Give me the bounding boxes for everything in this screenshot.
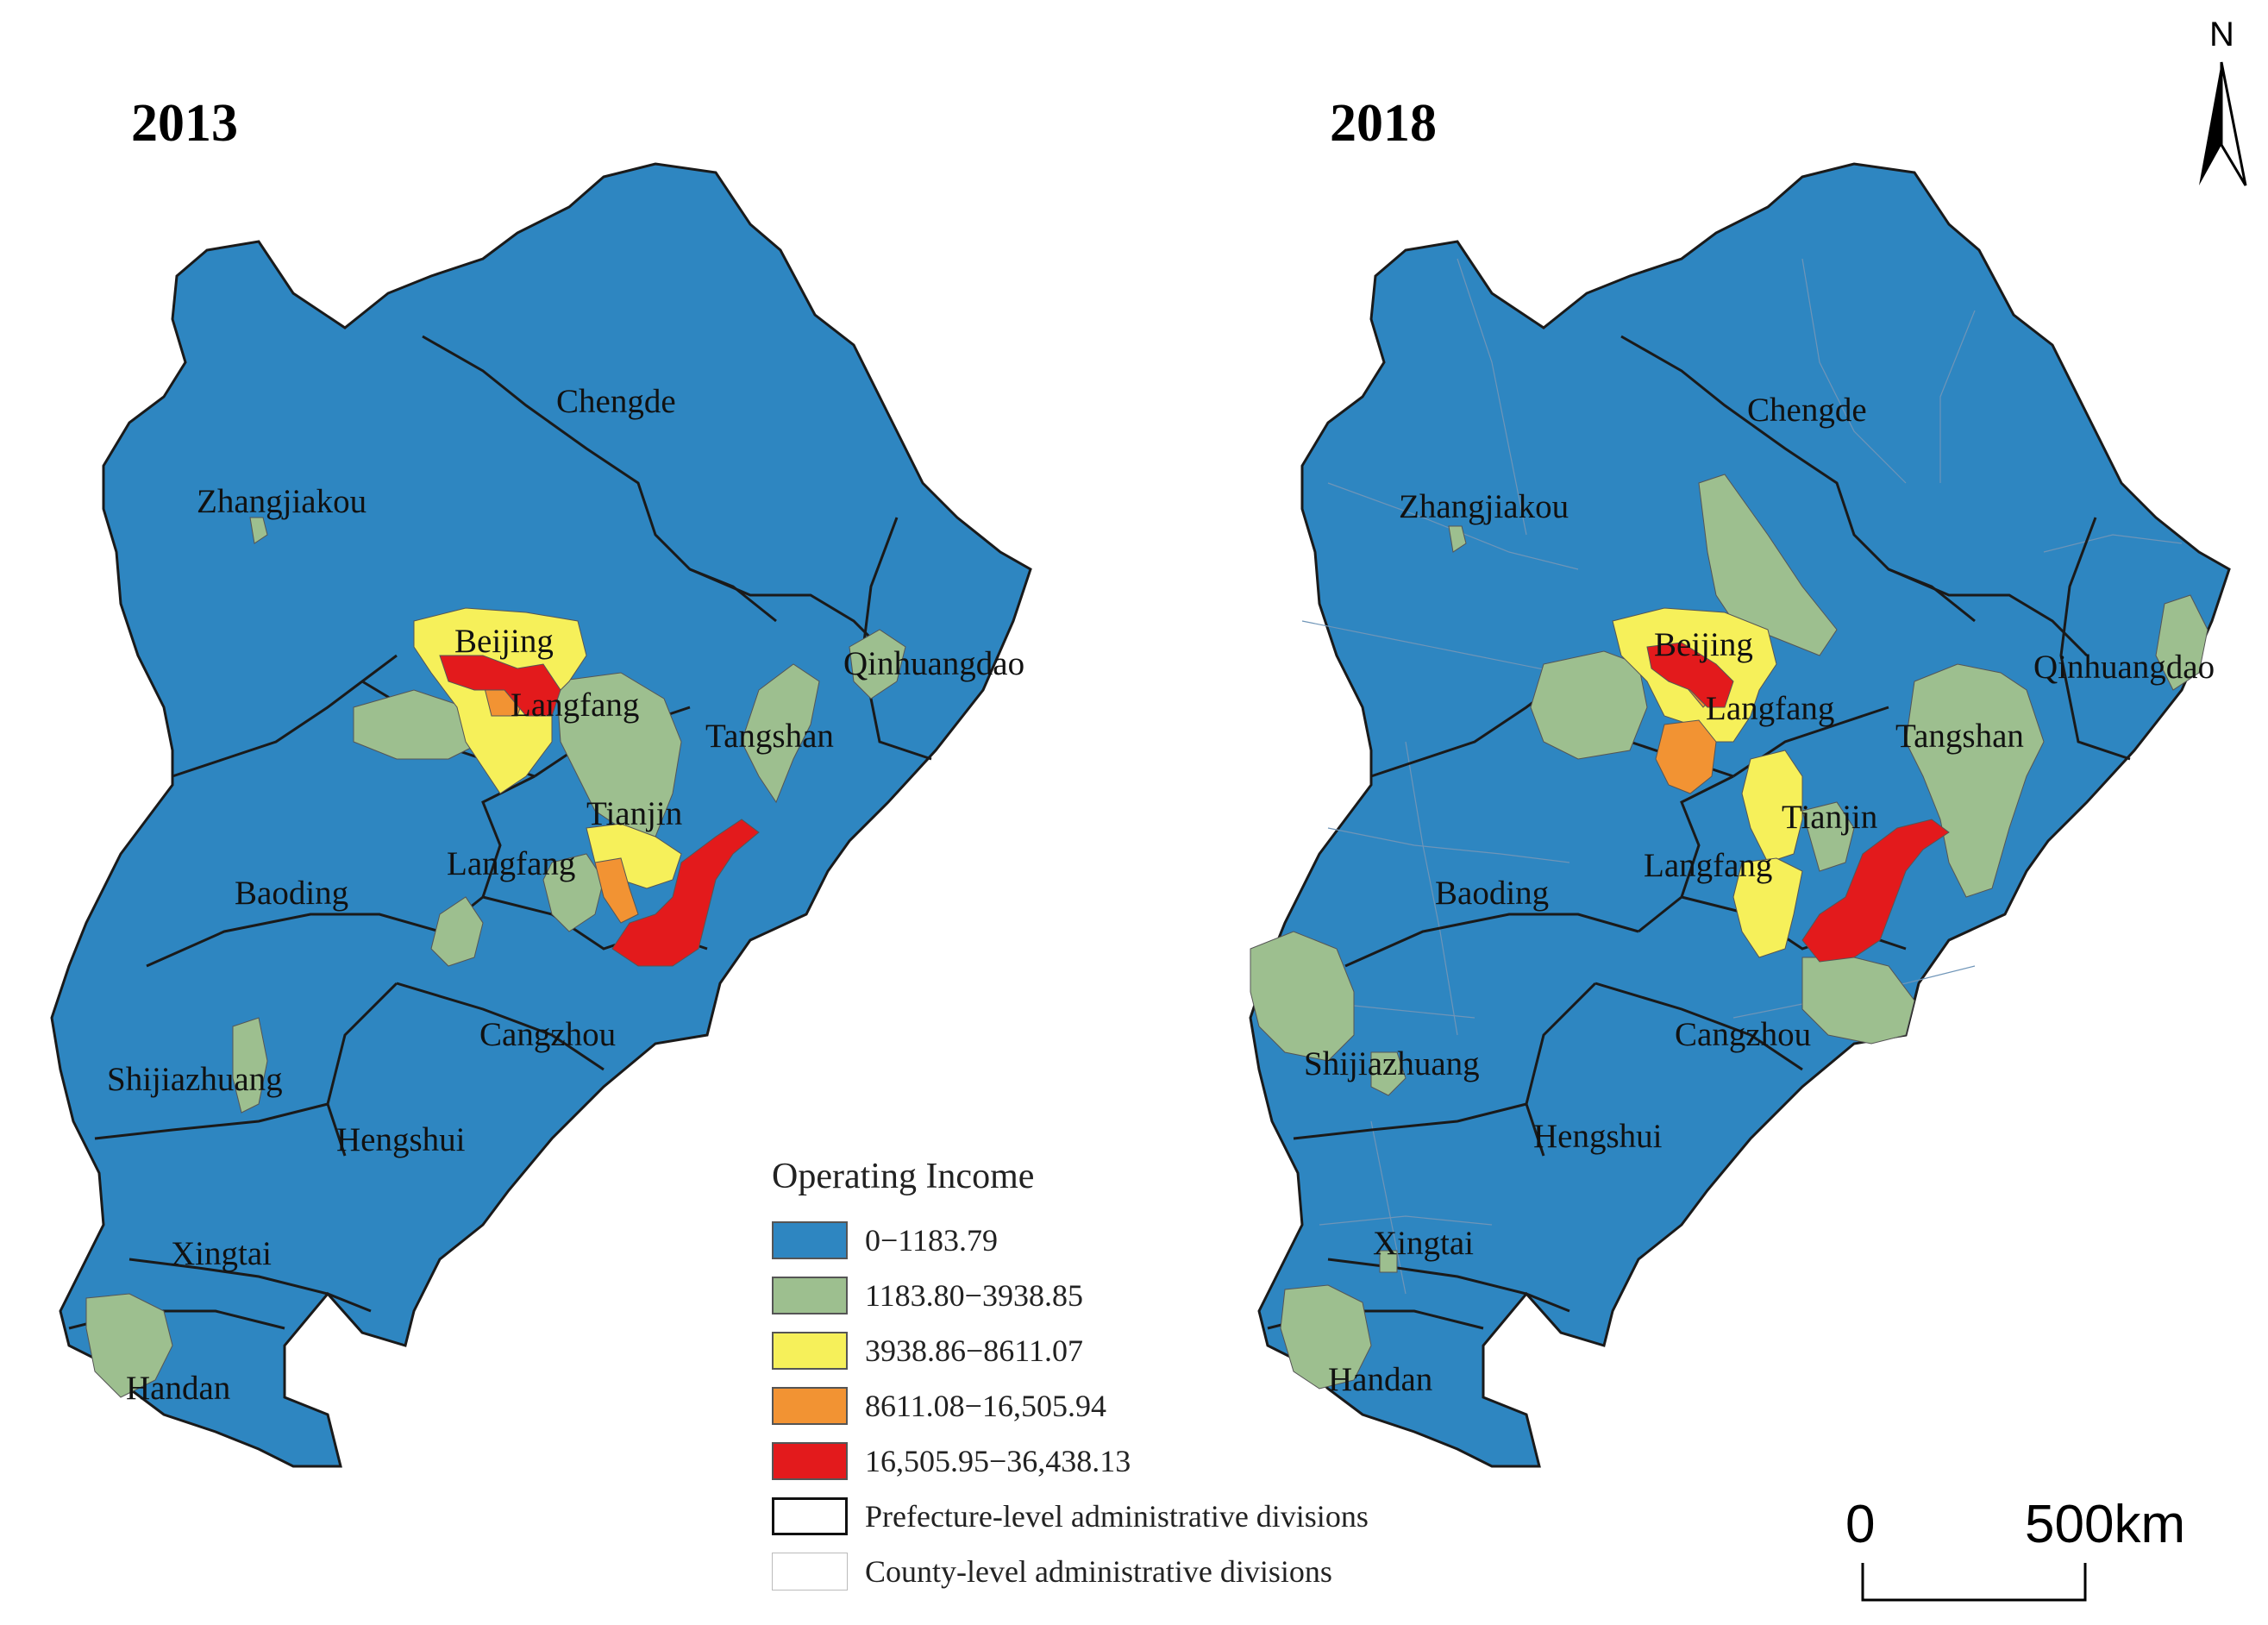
scale-bar (1861, 1563, 2087, 1602)
label-xingtai-2018: Xingtai (1373, 1225, 1474, 1262)
map-panel-2018: Chengde Zhangjiakou Beijing Langfang Qin… (1249, 162, 2231, 1468)
label-shijiazhuang-2013: Shijiazhuang (107, 1061, 283, 1098)
label-hengshui-2013: Hengshui (336, 1121, 466, 1158)
legend-item: County-level administrative divisions (772, 1544, 1548, 1599)
legend: Operating Income 0−1183.79 1183.80−3938.… (772, 1156, 1548, 1599)
label-handan-2013: Handan (126, 1370, 230, 1407)
label-tianjin-2013: Tianjin (586, 795, 682, 832)
legend-item: Prefecture-level administrative division… (772, 1489, 1548, 1544)
label-qinhuangdao-2013: Qinhuangdao (843, 645, 1024, 682)
label-handan-2018: Handan (1328, 1361, 1432, 1398)
north-arrow-icon (2199, 61, 2247, 186)
legend-item: 1183.80−3938.85 (772, 1268, 1548, 1323)
label-chengde-2013: Chengde (556, 383, 676, 420)
label-chengde-2018: Chengde (1747, 392, 1867, 429)
legend-label: Prefecture-level administrative division… (865, 1499, 1369, 1534)
year-title-2018: 2018 (1330, 94, 1437, 153)
label-baoding-2018: Baoding (1435, 875, 1549, 912)
scale-end-label: 500km (2025, 1495, 2186, 1554)
label-qinhuangdao-2018: Qinhuangdao (2033, 649, 2215, 686)
legend-swatch (772, 1277, 848, 1314)
legend-label: 3938.86−8611.07 (865, 1333, 1083, 1368)
class2-areas-2018 (1250, 474, 2208, 1390)
legend-label: 1183.80−3938.85 (865, 1278, 1083, 1313)
label-langfang-south-2018: Langfang (1644, 847, 1772, 884)
legend-label: 16,505.95−36,438.13 (865, 1444, 1131, 1478)
legend-item: 8611.08−16,505.94 (772, 1378, 1548, 1434)
label-baoding-2013: Baoding (235, 875, 348, 912)
label-langfang-north-2018: Langfang (1706, 690, 1834, 727)
label-beijing-2013: Beijing (454, 623, 554, 660)
year-title-2013: 2013 (131, 94, 238, 153)
legend-label: County-level administrative divisions (865, 1554, 1332, 1589)
class2-areas-2013 (85, 517, 906, 1398)
label-tangshan-2013: Tangshan (705, 718, 834, 755)
label-langfang-south-2013: Langfang (447, 845, 575, 882)
legend-label: 8611.08−16,505.94 (865, 1389, 1106, 1423)
label-zhangjiakou-2013: Zhangjiakou (197, 483, 367, 520)
class5-areas-2018 (1646, 642, 1950, 963)
legend-swatch (772, 1442, 848, 1480)
label-beijing-2018: Beijing (1654, 626, 1753, 663)
legend-swatch-county (772, 1553, 848, 1590)
label-cangzhou-2013: Cangzhou (479, 1016, 616, 1053)
label-xingtai-2013: Xingtai (171, 1235, 272, 1272)
label-cangzhou-2018: Cangzhou (1675, 1016, 1811, 1053)
legend-swatch (772, 1221, 848, 1259)
scale-start-label: 0 (1845, 1495, 1876, 1554)
legend-swatch-prefecture (772, 1497, 848, 1535)
label-zhangjiakou-2018: Zhangjiakou (1399, 488, 1569, 525)
legend-swatch (772, 1387, 848, 1425)
label-hengshui-2018: Hengshui (1533, 1118, 1663, 1155)
label-shijiazhuang-2018: Shijiazhuang (1304, 1045, 1480, 1082)
legend-label: 0−1183.79 (865, 1223, 998, 1258)
label-langfang-north-2013: Langfang (511, 687, 639, 724)
legend-item: 0−1183.79 (772, 1213, 1548, 1268)
label-tangshan-2018: Tangshan (1895, 718, 2024, 755)
county-borders-2018 (1301, 258, 2183, 1295)
legend-title: Operating Income (772, 1157, 1035, 1196)
north-label: N (2209, 16, 2234, 53)
class5-areas-2013 (439, 655, 760, 967)
legend-item: 16,505.95−36,438.13 (772, 1434, 1548, 1489)
legend-item: 3938.86−8611.07 (772, 1323, 1548, 1378)
legend-swatch (772, 1332, 848, 1370)
label-tianjin-2018: Tianjin (1782, 799, 1877, 836)
map-panel-2013: Chengde Zhangjiakou Beijing Langfang Qin… (50, 162, 1032, 1468)
